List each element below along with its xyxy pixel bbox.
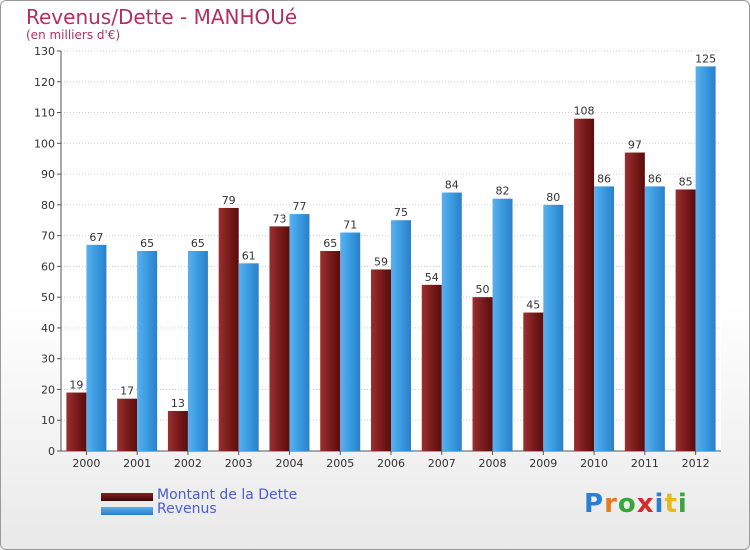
legend-label-dette: Montant de la Dette — [157, 487, 298, 503]
data-label-dette: 65 — [323, 237, 337, 250]
y-tick-label: 40 — [41, 322, 55, 335]
x-tick-label: 2007 — [428, 457, 456, 470]
legend-swatch-revenus — [101, 507, 153, 515]
y-tick-label: 110 — [34, 107, 55, 120]
logo-letter: i — [654, 489, 665, 519]
data-label-revenus: 86 — [648, 172, 662, 185]
x-tick-label: 2008 — [479, 457, 507, 470]
x-tick-label: 2003 — [225, 457, 253, 470]
data-label-revenus: 86 — [597, 172, 611, 185]
bar-dette — [574, 118, 595, 451]
y-tick-label: 20 — [41, 383, 55, 396]
data-label-dette: 19 — [69, 379, 83, 392]
bar-revenus — [187, 251, 208, 451]
y-tick-label: 70 — [41, 230, 55, 243]
bar-revenus — [238, 263, 259, 451]
y-tick-label: 0 — [48, 445, 55, 458]
bar-dette — [371, 269, 391, 451]
data-label-dette: 73 — [272, 212, 286, 225]
bar-revenus — [441, 192, 462, 452]
chart-subtitle: (en milliers d'€) — [26, 28, 121, 42]
x-tick-label: 2006 — [377, 457, 405, 470]
y-tick-label: 30 — [41, 353, 55, 366]
x-tick-label: 2002 — [174, 457, 202, 470]
bar-revenus — [695, 66, 716, 451]
logo-letter: r — [604, 489, 618, 519]
logo-letter: x — [636, 489, 655, 519]
bar-revenus — [644, 186, 665, 451]
data-label-dette: 50 — [476, 283, 490, 296]
legend-label-revenus: Revenus — [157, 501, 217, 517]
logo-letter: t — [664, 489, 678, 519]
bar-dette — [675, 189, 696, 451]
logo-letter: o — [617, 489, 637, 519]
bar-dette — [421, 284, 442, 451]
data-label-revenus: 71 — [343, 219, 357, 232]
data-label-dette: 45 — [526, 299, 540, 312]
x-tick-label: 2011 — [631, 457, 659, 470]
data-label-revenus: 77 — [292, 200, 306, 213]
y-tick-label: 90 — [41, 168, 55, 181]
bar-dette — [472, 297, 493, 451]
data-label-revenus: 65 — [140, 237, 154, 250]
data-label-revenus: 75 — [394, 206, 408, 219]
data-label-revenus: 67 — [89, 231, 103, 244]
data-label-revenus: 61 — [242, 249, 256, 262]
y-tick-label: 130 — [34, 45, 55, 58]
logo-letter: i — [677, 489, 688, 519]
y-tick-label: 60 — [41, 260, 55, 273]
x-tick-label: 2010 — [580, 457, 608, 470]
bar-dette — [624, 152, 645, 452]
data-label-revenus: 125 — [695, 52, 716, 65]
legend-swatch-dette — [101, 493, 153, 501]
bar-dette — [523, 312, 544, 451]
bar-revenus — [137, 251, 158, 451]
data-label-revenus: 80 — [546, 191, 560, 204]
bar-revenus — [492, 198, 513, 451]
data-label-dette: 54 — [425, 271, 439, 284]
data-label-dette: 85 — [679, 175, 693, 188]
proxiti-logo: Proxiti — [584, 489, 688, 519]
x-tick-label: 2004 — [275, 457, 303, 470]
data-label-dette: 59 — [374, 255, 388, 268]
data-label-revenus: 84 — [445, 179, 459, 192]
bar-revenus — [289, 214, 310, 451]
bar-dette — [218, 207, 239, 451]
bar-revenus — [340, 232, 361, 451]
x-tick-label: 2012 — [682, 457, 710, 470]
chart-title: Revenus/Dette - MANHOUé — [26, 5, 298, 29]
bar-dette — [66, 392, 87, 451]
y-tick-label: 100 — [34, 137, 55, 150]
data-label-dette: 108 — [574, 105, 595, 118]
y-tick-label: 10 — [41, 414, 55, 427]
data-label-dette: 13 — [171, 397, 185, 410]
bar-dette — [117, 398, 138, 451]
data-label-dette: 97 — [628, 139, 642, 152]
data-label-dette: 17 — [120, 385, 134, 398]
data-label-revenus: 82 — [496, 185, 510, 198]
bar-revenus — [594, 186, 615, 451]
bar-revenus — [86, 244, 107, 451]
x-tick-label: 2005 — [326, 457, 354, 470]
x-tick-label: 2009 — [529, 457, 557, 470]
bar-dette — [167, 411, 188, 451]
bar-dette — [320, 251, 341, 451]
y-tick-label: 120 — [34, 76, 55, 89]
x-tick-label: 2000 — [72, 457, 100, 470]
y-tick-label: 50 — [41, 291, 55, 304]
bar-revenus — [391, 220, 411, 451]
bar-revenus — [543, 204, 564, 451]
x-tick-label: 2001 — [123, 457, 151, 470]
y-tick-label: 80 — [41, 199, 55, 212]
bar-dette — [269, 226, 290, 451]
data-label-dette: 79 — [222, 194, 236, 207]
data-label-revenus: 65 — [191, 237, 205, 250]
logo-letter: P — [584, 489, 605, 519]
